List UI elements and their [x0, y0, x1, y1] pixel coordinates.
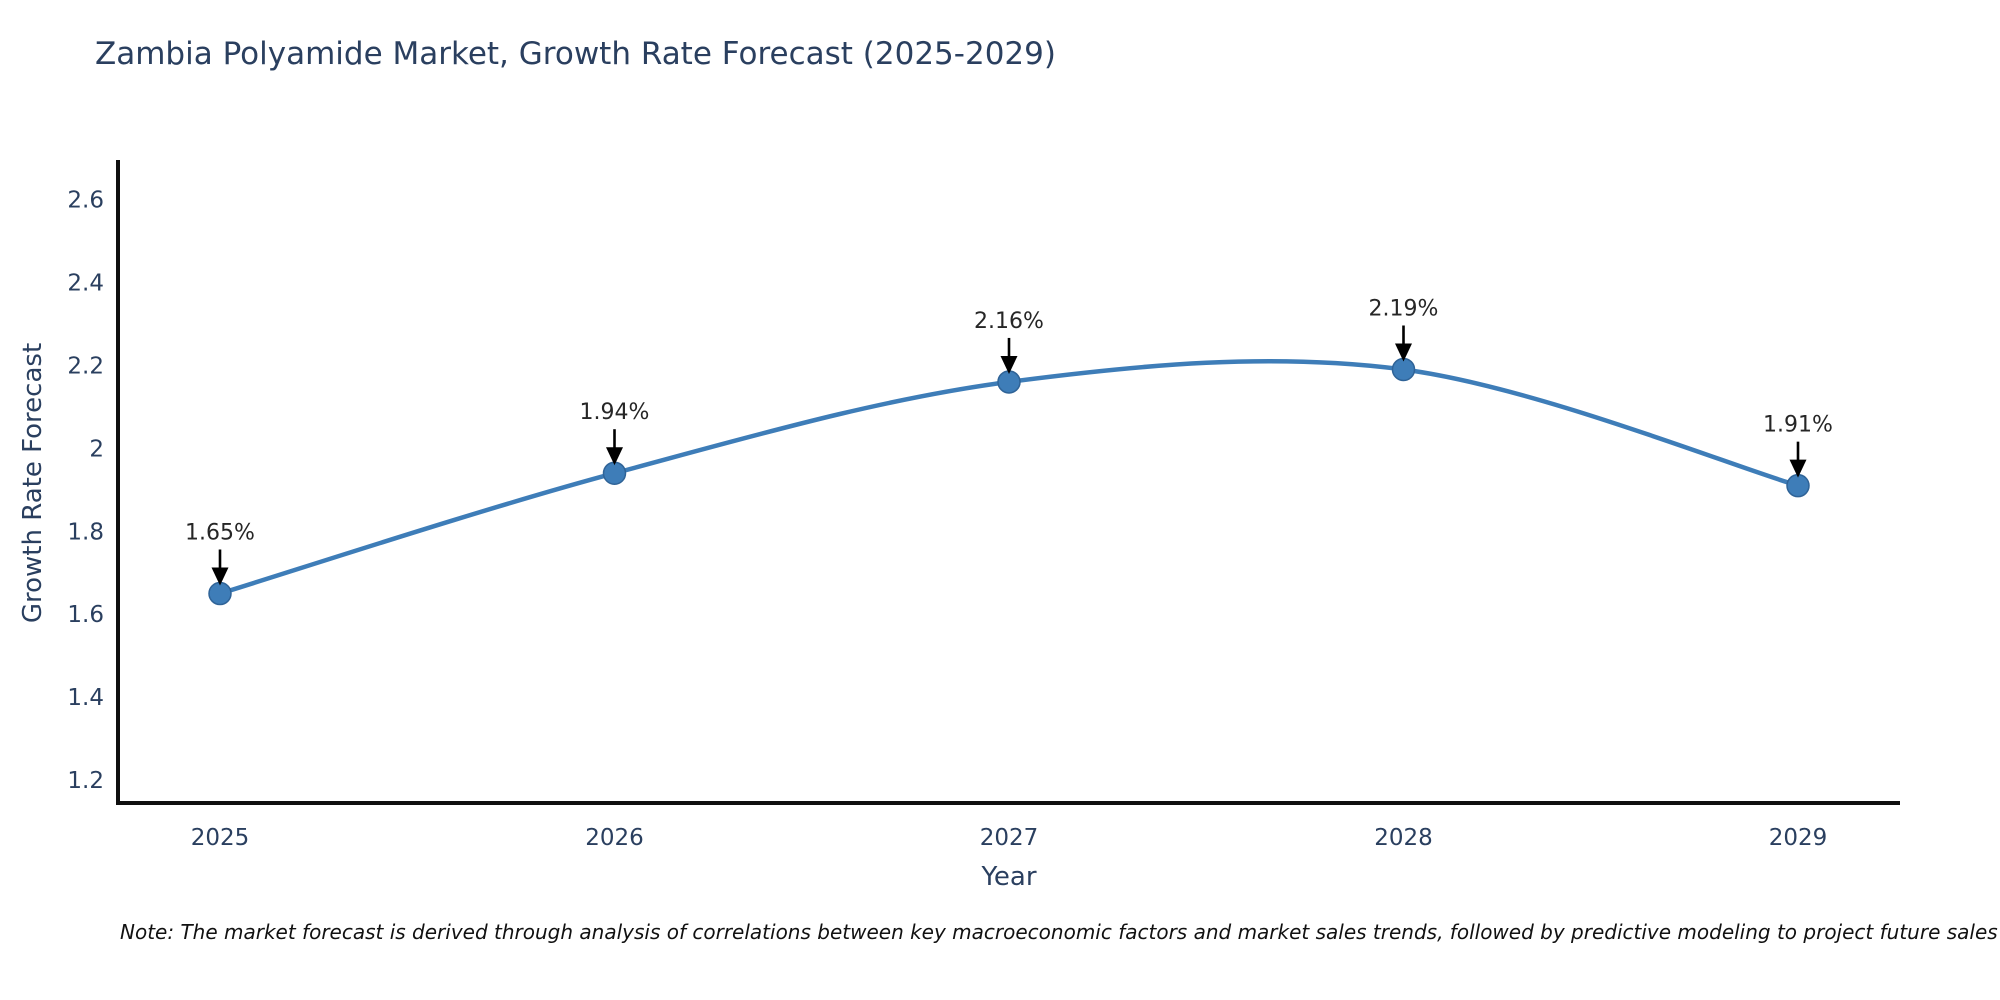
forecast-line: [217, 358, 1801, 596]
annotation-arrowhead-2029: [1789, 459, 1807, 478]
point-marker-2028: [1391, 357, 1416, 382]
y-tick-2.2: 2.2: [67, 353, 104, 379]
y-axis-label: Growth Rate Forecast: [18, 342, 48, 624]
y-tick-2.4: 2.4: [67, 270, 104, 296]
point-marker-2029: [1786, 473, 1810, 498]
y-tick-1.6: 1.6: [67, 602, 104, 628]
annotation-arrowhead-2027: [1000, 355, 1018, 374]
x-tick-2028: 2028: [1374, 825, 1433, 851]
annotation-arrowhead-2028: [1395, 343, 1412, 362]
y-tick-1.2: 1.2: [67, 768, 104, 794]
point-marker-2025: [208, 581, 232, 606]
axis-lines: [116, 160, 1900, 805]
x-tick-2025: 2025: [191, 825, 250, 851]
point-label-2027: 2.16%: [974, 309, 1044, 334]
y-tick-2.6: 2.6: [67, 187, 104, 213]
point-label-2028: 2.19%: [1369, 296, 1439, 321]
footnote: Note: The market forecast is derived thr…: [120, 920, 1998, 944]
x-tick-2027: 2027: [980, 825, 1039, 851]
point-marker-2026: [602, 461, 627, 485]
y-tick-1.4: 1.4: [67, 685, 104, 711]
chart-title: Zambia Polyamide Market, Growth Rate For…: [95, 36, 1056, 72]
annotation-arrowhead-2025: [211, 567, 229, 586]
x-axis-label: Year: [981, 862, 1037, 892]
x-tick-2029: 2029: [1769, 825, 1828, 851]
point-marker-2027: [997, 370, 1021, 394]
x-tick-2026: 2026: [585, 825, 644, 851]
annotation-arrowhead-2026: [606, 447, 623, 466]
y-tick-2: 2: [89, 436, 104, 462]
point-label-2029: 1.91%: [1763, 413, 1833, 438]
y-tick-1.8: 1.8: [67, 519, 104, 545]
point-label-2026: 1.94%: [580, 400, 650, 425]
point-label-2025: 1.65%: [185, 521, 255, 546]
